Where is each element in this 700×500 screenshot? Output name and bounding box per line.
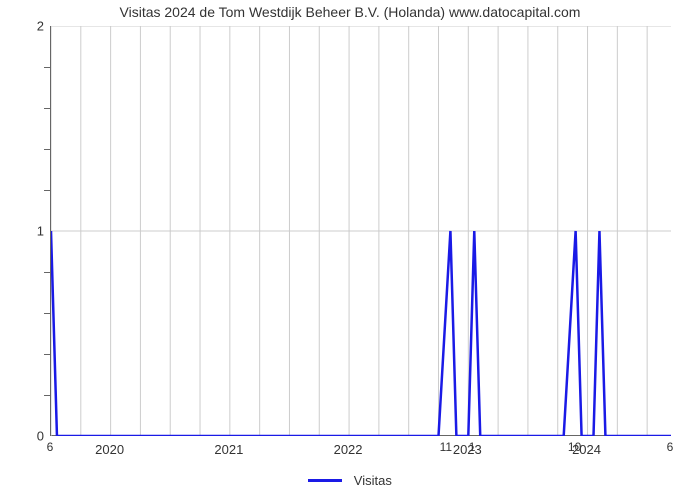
value-label: 1 (469, 440, 476, 454)
value-label: 6 (667, 440, 674, 454)
y-tick-label: 0 (4, 429, 44, 444)
y-minor-tick (44, 190, 50, 192)
y-tick-label: 1 (4, 224, 44, 239)
x-year-label: 2023 (453, 442, 482, 457)
y-minor-tick (44, 149, 50, 151)
plot-area (50, 26, 670, 436)
legend-label: Visitas (354, 473, 392, 488)
value-label: 10 (568, 440, 581, 454)
y-minor-tick (44, 313, 50, 315)
chart-container: Visitas 2024 de Tom Westdijk Beheer B.V.… (0, 0, 700, 500)
y-minor-tick (44, 67, 50, 69)
series-line (51, 231, 671, 436)
x-year-label: 2022 (334, 442, 363, 457)
y-minor-tick (44, 354, 50, 356)
legend: Visitas (0, 472, 700, 488)
legend-swatch (308, 479, 342, 482)
y-tick-label: 2 (4, 19, 44, 34)
y-minor-tick (44, 395, 50, 397)
y-minor-tick (44, 108, 50, 110)
chart-title: Visitas 2024 de Tom Westdijk Beheer B.V.… (0, 4, 700, 20)
x-year-label: 2021 (214, 442, 243, 457)
x-year-label: 2020 (95, 442, 124, 457)
y-minor-tick (44, 272, 50, 274)
value-label: 6 (47, 440, 54, 454)
value-label: 11 (440, 440, 452, 454)
series-svg (51, 26, 671, 436)
